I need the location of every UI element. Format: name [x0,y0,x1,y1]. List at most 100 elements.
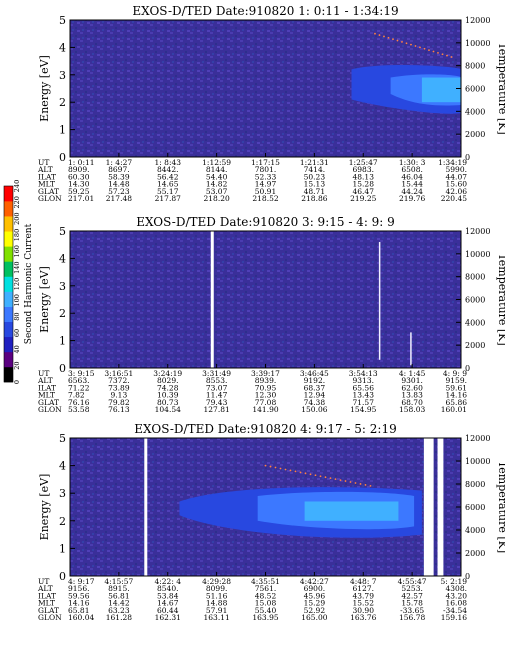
y-tick-label: 2 [59,96,66,109]
y-right-tick-label: 6000 [465,296,485,305]
hot-pixel [294,470,297,473]
table-row-label: GLAT [38,606,59,615]
table-cell: 219.25 [350,194,376,203]
hot-pixel [269,465,272,468]
table-cell: 6983. [353,165,374,174]
table-row-label: ALT [37,165,53,174]
table-cell: 57.91 [206,606,227,615]
table-cell: 217.87 [155,194,181,203]
table-cell: 71.57 [353,398,375,407]
colorbar-tick-label: 240 [13,180,21,192]
colorbar-tick-label: 20 [13,362,21,370]
table-cell: 13.83 [401,391,423,400]
table-cell: 74.28 [157,383,179,392]
table-cell: 163.11 [204,613,230,622]
y-right-tick-label: 8000 [465,273,485,282]
y-right-tick-label: 10000 [465,250,490,259]
table-cell: 3:24:19 [153,369,182,378]
table-cell: 65.86 [446,398,468,407]
table-cell: 163.76 [350,613,376,622]
table-cell: 220.45 [441,194,467,203]
table-cell: 6563. [68,376,89,385]
y-tick-label: 5 [59,225,66,238]
hot-pixel [334,478,337,481]
table-cell: 7.82 [68,391,85,400]
hot-pixel [274,466,277,469]
table-cell: 56.42 [157,172,179,181]
hot-pixel [309,473,312,476]
panels: EXOS-D/TED Date:910820 1: 0:11 - 1:34:19… [37,4,505,622]
table-cell: 150.06 [301,405,327,414]
table-cell: -34.54 [443,606,467,615]
table-cell: 4:42:27 [300,577,329,586]
table-row-label: ALT [37,376,53,385]
table-cell: 11.47 [206,391,228,400]
data-gap [423,438,434,576]
hot-pixel [387,36,390,39]
table-cell: 14.48 [108,180,130,189]
table-cell: 14.88 [206,599,228,608]
colorbar-swatch [4,186,13,202]
table-cell: 1: 4:27 [106,158,133,167]
table-cell: 68.37 [304,383,326,392]
table-cell: 12.30 [255,391,277,400]
hot-pixel [339,479,342,481]
table-row-label: MLT [38,599,55,608]
hot-pixel [396,39,399,42]
hot-pixel [314,474,317,477]
hot-pixel [284,468,287,471]
table-cell: 3:16:51 [104,369,133,378]
table-cell: 1:30: 3 [399,158,426,167]
table-cell: 6508. [401,165,422,174]
hot-pixel [369,484,372,487]
table-cell: 4:22: 4 [154,577,181,586]
y-tick-label: 5 [59,432,66,445]
hot-pixel [299,471,302,474]
colorbar-swatch [4,246,13,262]
data-gap [437,438,444,576]
hot-pixel [432,50,435,53]
hot-pixel [378,34,381,36]
table-cell: 1:25:47 [349,158,378,167]
table-cell: 43.79 [353,591,375,600]
table-cell: 9156. [68,584,89,593]
y-right-tick-label: 4000 [465,526,485,535]
y-tick-label: 4 [59,41,66,54]
hot-pixel [441,53,444,56]
table-cell: 6900. [304,584,325,593]
colorbar-tick-label: 120 [13,278,21,290]
hot-pixel [374,32,376,35]
table-row-label: GLON [38,613,62,622]
y-right-tick-label: 6000 [465,503,485,512]
table-cell: 8697. [108,165,129,174]
table-cell: 15.44 [401,180,423,189]
colorbar-swatch [4,306,13,322]
hot-pixel [289,469,292,472]
colorbar-swatch [4,261,13,277]
table-cell: 60.44 [157,606,179,615]
chart-title: EXOS-D/TED Date:910820 1: 0:11 - 1:34:19 [132,4,398,18]
table-cell: 3:54:13 [349,369,378,378]
table-cell: 14.82 [206,180,228,189]
table-cell: 161.28 [106,613,132,622]
y-right-tick-label: 4000 [465,318,485,327]
y-right-tick-label: 2000 [465,130,485,139]
hot-pixel [401,41,403,43]
y-right-tick-label: 12000 [465,434,490,443]
colorbar-swatch [4,216,13,232]
table-cell: 15.28 [353,180,375,189]
table-cell: 15.52 [353,599,375,608]
table-cell: 16.08 [446,599,468,608]
y-tick-label: 0 [59,570,66,583]
table-cell: 141.90 [252,405,278,414]
table-cell: 48.52 [255,591,277,600]
table-row-label: ILAT [38,172,56,181]
table-row-label: ILAT [38,591,56,600]
table-cell: 8442. [157,165,178,174]
chart-title: EXOS-D/TED Date:910820 4: 9:17 - 5: 2:19 [134,422,396,436]
table-cell: 9313. [353,376,374,385]
table-cell: 160.01 [441,405,467,414]
table-cell: 219.76 [399,194,425,203]
table-cell: 46.04 [401,172,423,181]
